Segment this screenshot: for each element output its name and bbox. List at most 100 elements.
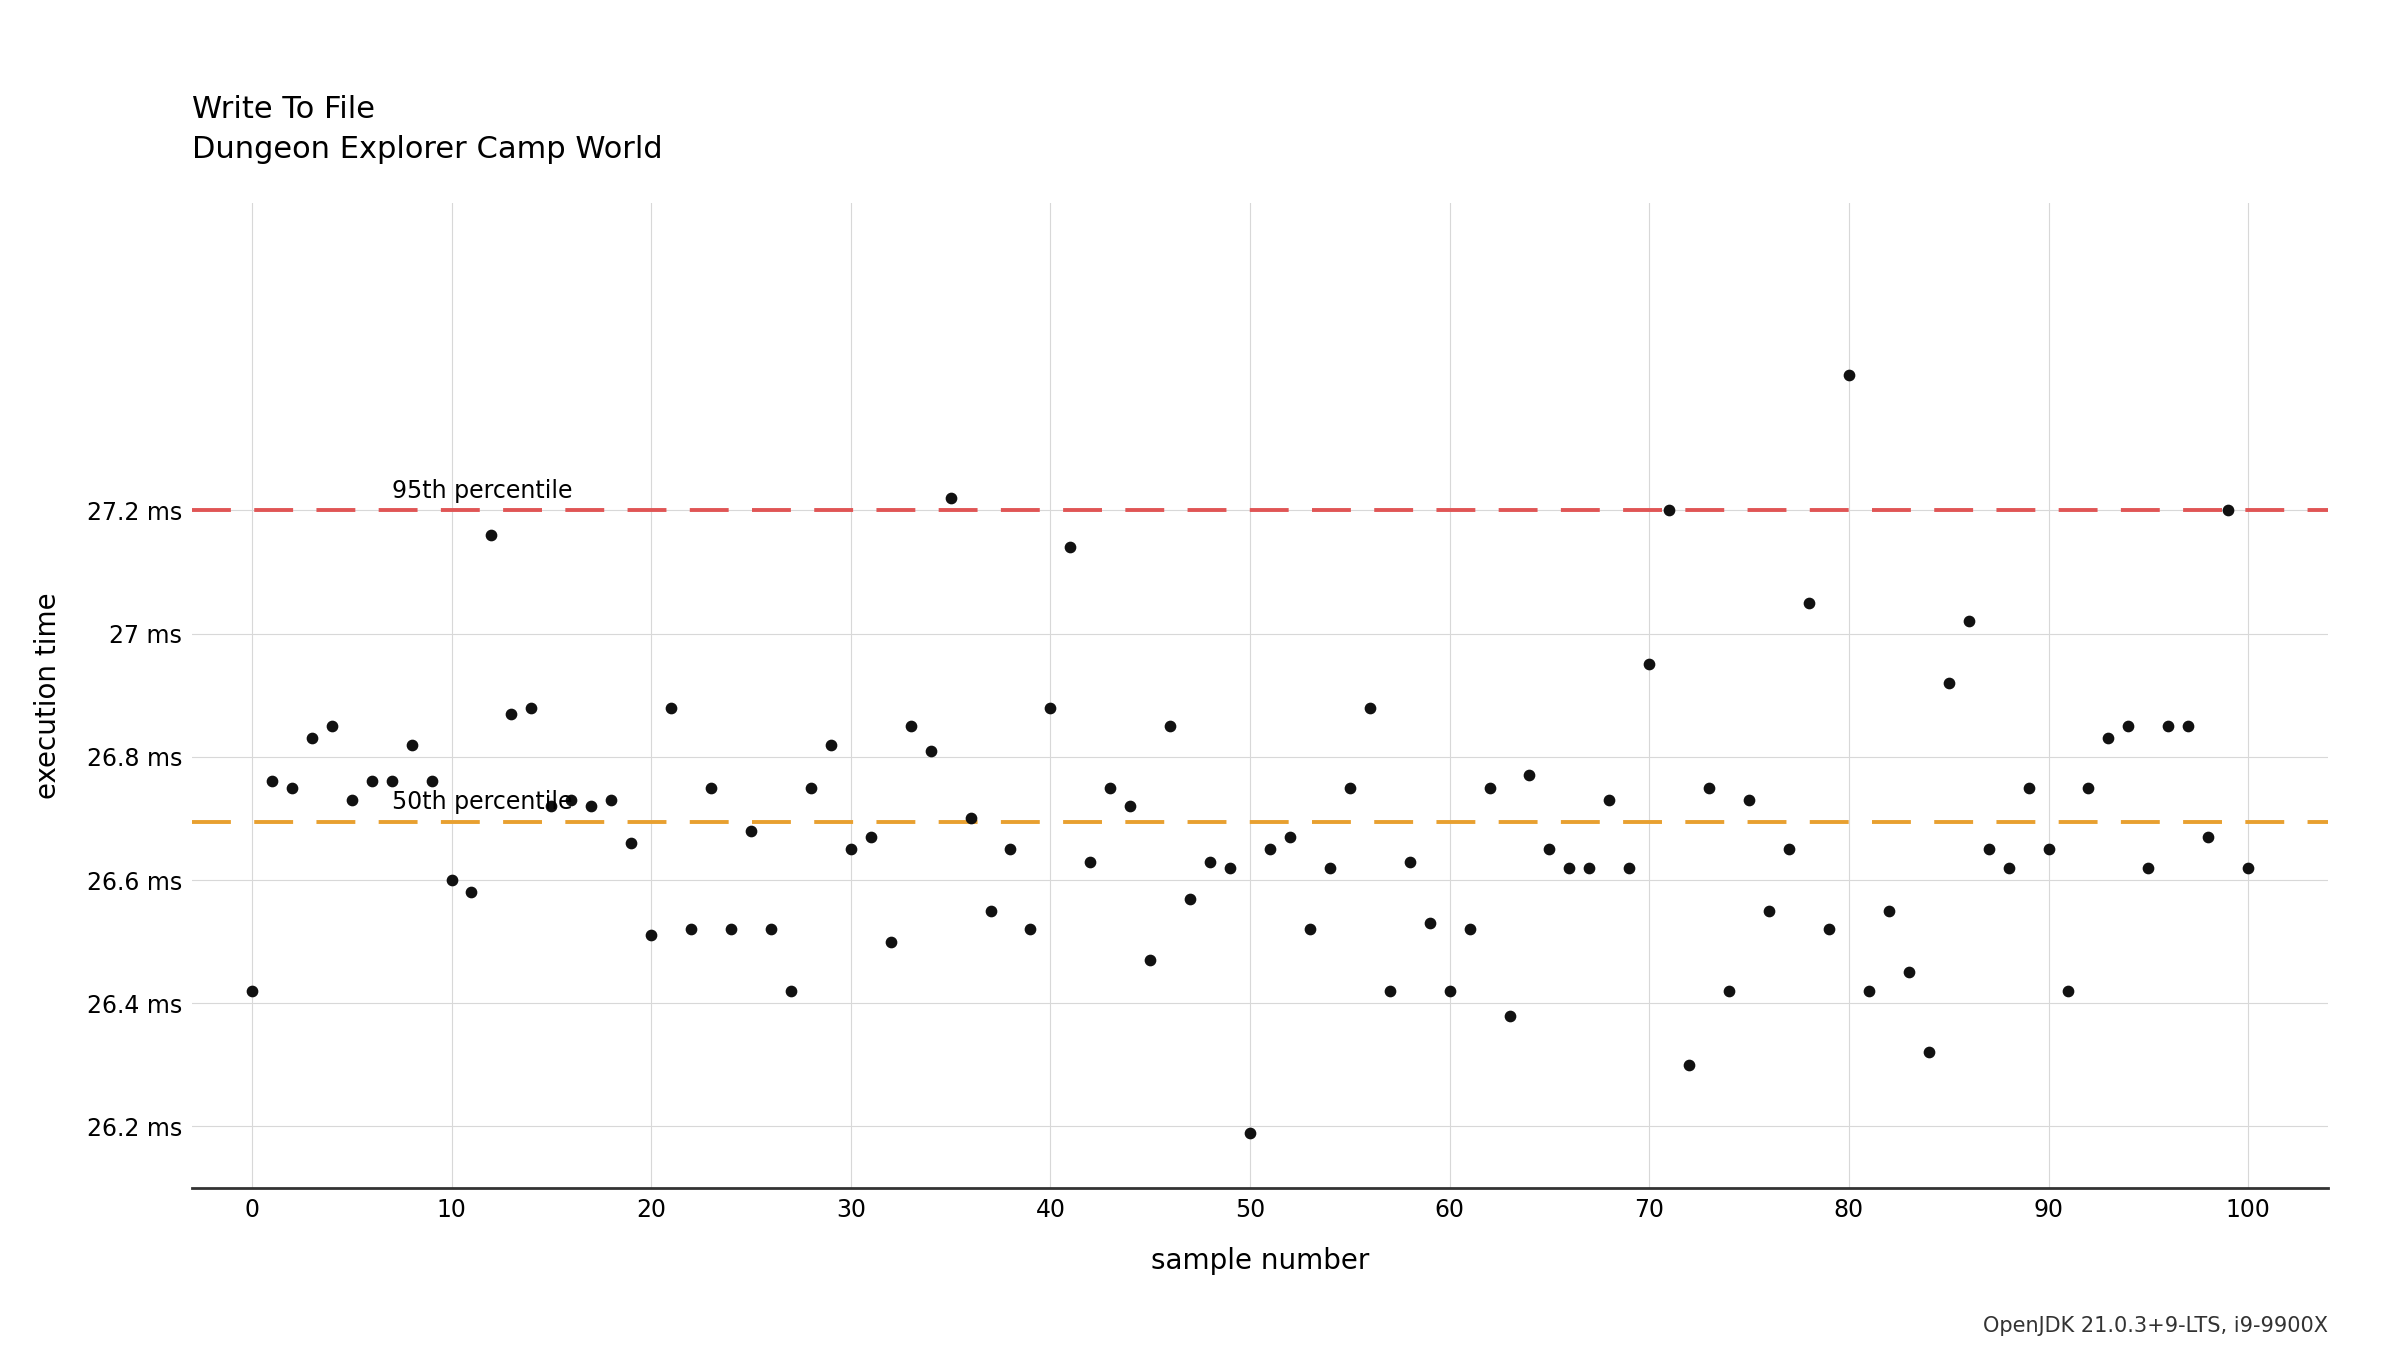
Point (912, 740, 950, 761)
Point (1591, 790, 1630, 811)
Point (391, 733, 430, 755)
X-axis label: sample number: sample number (1152, 1246, 1368, 1274)
Point (1970, 838, 2009, 860)
Point (1810, 918, 1848, 940)
Point (672, 918, 710, 940)
Point (312, 716, 350, 737)
Point (1651, 500, 1690, 521)
Point (233, 980, 271, 1002)
Point (1051, 536, 1090, 558)
Y-axis label: execution time: execution time (34, 591, 62, 799)
Point (1889, 961, 1927, 983)
Point (432, 869, 470, 891)
Point (571, 795, 610, 817)
Point (631, 925, 670, 946)
Point (451, 882, 490, 903)
Point (1070, 850, 1109, 872)
Point (1490, 1004, 1529, 1026)
Point (353, 771, 391, 792)
Point (691, 776, 730, 798)
Point (1850, 980, 1889, 1002)
Point (991, 838, 1030, 860)
Point (372, 771, 410, 792)
Point (1730, 790, 1769, 811)
Point (1270, 826, 1308, 848)
Point (2148, 716, 2186, 737)
Point (1330, 776, 1368, 798)
Point (593, 790, 631, 811)
Point (811, 733, 850, 755)
Point (1709, 980, 1747, 1002)
Point (830, 838, 869, 860)
Point (1291, 918, 1330, 940)
Point (1092, 776, 1130, 798)
Point (1190, 850, 1229, 872)
Point (492, 703, 530, 725)
Point (871, 931, 910, 953)
Point (2189, 826, 2227, 848)
Point (1430, 980, 1469, 1002)
Point (1390, 850, 1428, 872)
Text: OpenJDK 21.0.3+9-LTS, i9-9900X: OpenJDK 21.0.3+9-LTS, i9-9900X (1982, 1316, 2328, 1336)
Text: 95th percentile: 95th percentile (391, 479, 571, 504)
Text: 50th percentile: 50th percentile (391, 790, 571, 814)
Point (274, 776, 312, 798)
Point (1829, 364, 1867, 386)
Point (1010, 918, 1049, 940)
Point (1949, 610, 1987, 632)
Point (1870, 900, 1908, 922)
Point (653, 697, 691, 718)
Point (1670, 1054, 1709, 1076)
Point (1450, 918, 1488, 940)
Point (1610, 857, 1649, 879)
Point (732, 819, 770, 841)
Point (890, 716, 929, 737)
Point (1152, 716, 1190, 737)
Point (950, 807, 989, 829)
Point (2110, 716, 2148, 737)
Point (2009, 776, 2047, 798)
Point (1510, 764, 1548, 786)
Text: Write To File
Dungeon Explorer Camp World: Write To File Dungeon Explorer Camp Worl… (192, 95, 662, 163)
Point (334, 790, 372, 811)
Point (1550, 857, 1589, 879)
Point (1910, 1042, 1949, 1064)
Point (1990, 857, 2028, 879)
Point (533, 795, 571, 817)
Point (713, 918, 751, 940)
Point (252, 771, 290, 792)
Point (2129, 857, 2167, 879)
Point (1411, 913, 1450, 934)
Point (2170, 716, 2208, 737)
Point (852, 826, 890, 848)
Point (2230, 857, 2268, 879)
Point (2030, 838, 2069, 860)
Point (612, 832, 650, 853)
Point (1212, 857, 1250, 879)
Point (773, 980, 811, 1002)
Point (1310, 857, 1349, 879)
Point (1630, 653, 1668, 675)
Point (1769, 838, 1807, 860)
Point (1790, 593, 1829, 614)
Point (473, 524, 511, 545)
Point (1171, 888, 1210, 910)
Point (293, 728, 331, 749)
Point (2069, 776, 2107, 798)
Point (552, 790, 590, 811)
Point (972, 900, 1010, 922)
Point (931, 487, 970, 509)
Point (1471, 776, 1510, 798)
Point (1032, 697, 1070, 718)
Point (1690, 776, 1728, 798)
Point (1130, 949, 1169, 971)
Point (751, 918, 790, 940)
Point (511, 697, 550, 718)
Point (792, 776, 830, 798)
Point (1531, 838, 1570, 860)
Point (1111, 795, 1150, 817)
Point (1231, 1122, 1270, 1143)
Point (1750, 900, 1788, 922)
Point (413, 771, 451, 792)
Point (2050, 980, 2088, 1002)
